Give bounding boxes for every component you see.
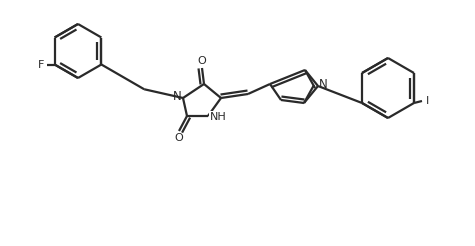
Text: F: F bbox=[38, 60, 44, 70]
Text: N: N bbox=[172, 91, 181, 104]
Text: O: O bbox=[198, 56, 206, 66]
Text: NH: NH bbox=[209, 112, 227, 122]
Text: O: O bbox=[175, 133, 183, 143]
Text: I: I bbox=[427, 96, 429, 106]
Text: N: N bbox=[319, 78, 327, 92]
